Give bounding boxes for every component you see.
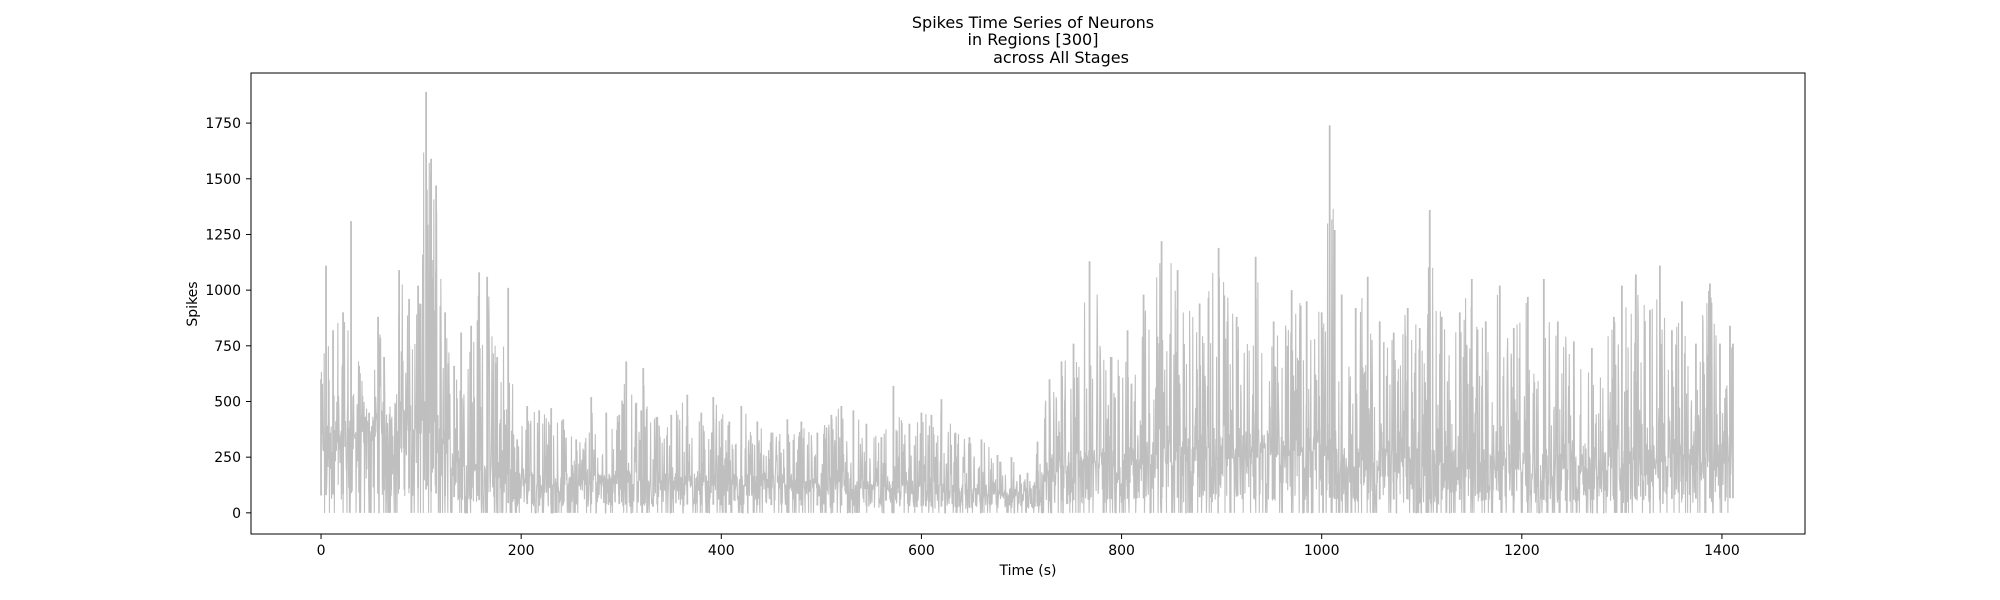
spikes-series-peaks [320, 91, 1734, 509]
x-tick-label: 400 [708, 543, 735, 559]
chart-title: Spikes Time Series of Neurons in Regions… [912, 13, 1154, 67]
y-tick-label: 1000 [205, 283, 241, 299]
x-tick-label: 1200 [1504, 543, 1540, 559]
y-tick-label: 750 [214, 339, 241, 355]
spikes-series-line [320, 152, 1734, 514]
y-tick-label: 1500 [205, 172, 241, 188]
y-tick-label: 1750 [205, 116, 241, 132]
y-axis: 0 250 500 750 1000 1250 1500 1750 [205, 116, 251, 522]
chart-title-line-1: Spikes Time Series of Neurons [912, 13, 1154, 32]
spikes-series [320, 91, 1734, 514]
y-tick-label: 250 [214, 450, 241, 466]
x-tick-label: 1400 [1704, 543, 1740, 559]
x-tick-label: 200 [508, 543, 535, 559]
x-axis: 0 200 400 600 800 1000 1200 1400 [317, 534, 1740, 559]
y-tick-label: 0 [232, 506, 241, 522]
y-tick-label: 500 [214, 394, 241, 410]
x-tick-label: 0 [317, 543, 326, 559]
x-axis-label: Time (s) [999, 563, 1057, 579]
x-tick-label: 1000 [1304, 543, 1340, 559]
plot-area-frame [250, 72, 1806, 535]
chart-title-line-3: across All Stages [993, 48, 1129, 67]
x-tick-label: 600 [908, 543, 935, 559]
y-tick-label: 1250 [205, 227, 241, 243]
y-axis-label: Spikes [185, 281, 201, 326]
chart-title-line-2: in Regions [300] [968, 30, 1099, 49]
x-tick-label: 800 [1108, 543, 1135, 559]
